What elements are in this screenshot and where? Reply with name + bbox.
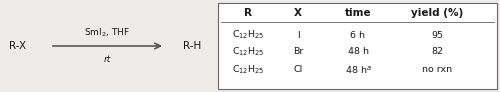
Text: X: X <box>294 8 302 18</box>
Text: 6 h: 6 h <box>350 31 366 39</box>
Text: C$_{12}$H$_{25}$: C$_{12}$H$_{25}$ <box>232 64 264 76</box>
Text: SmI$_2$, THF: SmI$_2$, THF <box>84 27 130 39</box>
Text: rt: rt <box>104 54 111 63</box>
Text: R: R <box>244 8 252 18</box>
Text: 95: 95 <box>431 31 443 39</box>
Text: 48 h$^a$: 48 h$^a$ <box>344 64 372 76</box>
Text: yield (%): yield (%) <box>411 8 463 18</box>
Text: I: I <box>296 31 300 39</box>
Text: R-H: R-H <box>183 41 201 51</box>
Bar <box>218 3 497 89</box>
Text: C$_{12}$H$_{25}$: C$_{12}$H$_{25}$ <box>232 46 264 58</box>
Text: Cl: Cl <box>294 66 302 75</box>
Text: R-X: R-X <box>10 41 26 51</box>
Text: time: time <box>344 8 372 18</box>
Text: 82: 82 <box>431 47 443 56</box>
Text: C$_{12}$H$_{25}$: C$_{12}$H$_{25}$ <box>232 29 264 41</box>
Text: no rxn: no rxn <box>422 66 452 75</box>
Text: Br: Br <box>293 47 303 56</box>
Text: 48 h: 48 h <box>348 47 368 56</box>
